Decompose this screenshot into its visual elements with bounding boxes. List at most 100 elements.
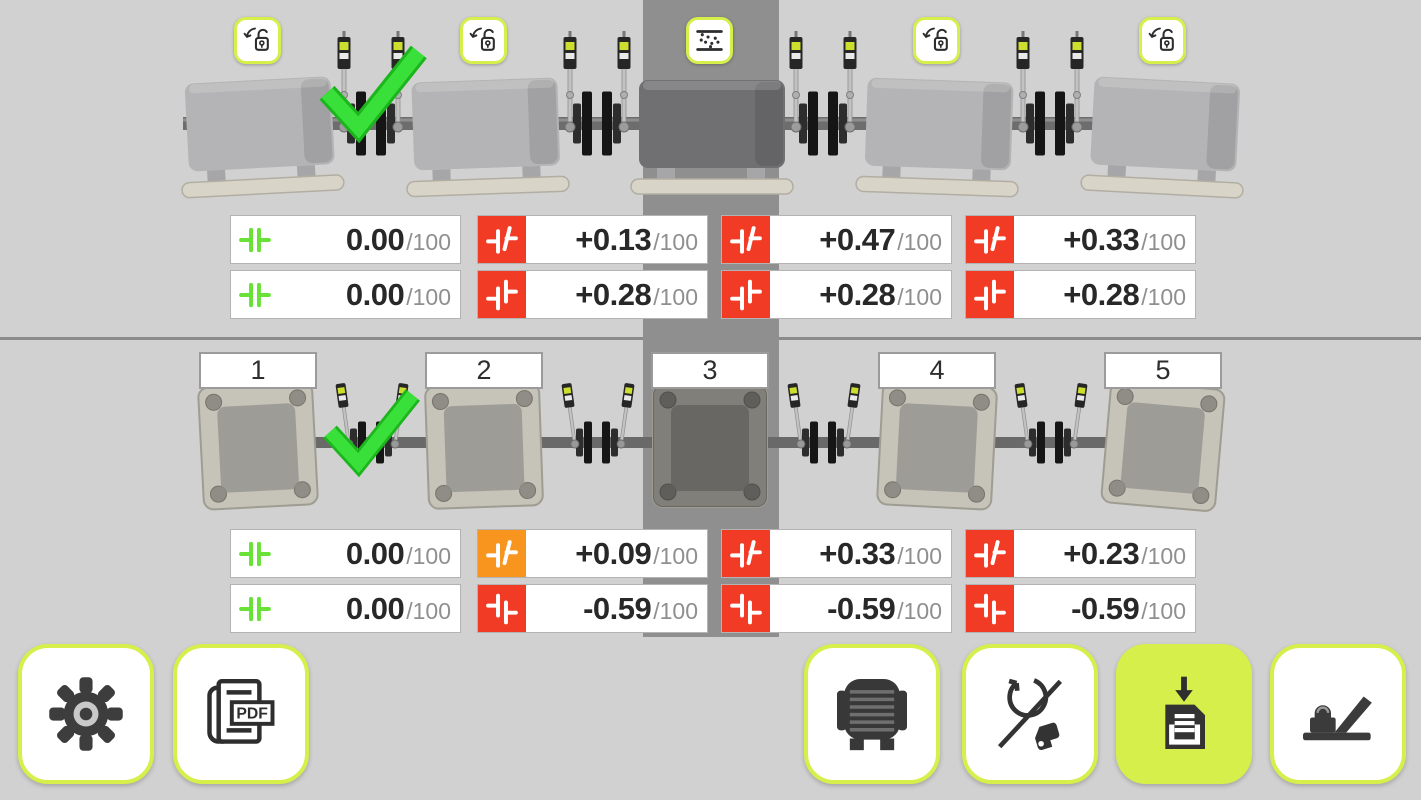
coupling-4-top (1013, 382, 1089, 464)
measurement-cell[interactable]: +0.33/100 (965, 215, 1196, 264)
measurement-value: -0.59 (827, 590, 896, 626)
coupling-angular-icon (722, 216, 770, 263)
measurement-unit: /100 (1141, 228, 1186, 255)
measurement-cell[interactable]: 0.00/100 (230, 270, 461, 319)
measurement-unit: /100 (653, 542, 698, 569)
measurement-cell[interactable]: -0.59/100 (477, 584, 708, 633)
machine-2-side[interactable] (402, 76, 570, 198)
coupling-offset-down-icon (966, 585, 1014, 632)
side-view-machine-train (175, 30, 1250, 200)
measurement-cell[interactable]: +0.28/100 (477, 270, 708, 319)
pdf-report-button[interactable]: PDF (173, 644, 309, 784)
measurement-points-icon (693, 24, 726, 57)
measurement-value: +0.09 (575, 535, 652, 571)
measurement-value: +0.47 (819, 221, 896, 257)
machine-5-side[interactable] (1080, 75, 1250, 200)
machine-number: 4 (929, 355, 945, 385)
machine-number: 1 (250, 355, 266, 385)
measurement-cell[interactable]: +0.47/100 (721, 215, 952, 264)
machine-label-5[interactable]: 5 (1104, 352, 1222, 389)
measurement-unit: /100 (897, 283, 942, 310)
measurement-cell[interactable]: 0.00/100 (230, 215, 461, 264)
rotate-measure-icon (997, 678, 1063, 750)
coupling-3-top (786, 382, 862, 464)
measurement-value: -0.59 (583, 590, 652, 626)
coupling-2-rotation-unlock-button[interactable] (460, 17, 507, 64)
coupling-angular-icon (478, 530, 526, 577)
machine-label-2[interactable]: 2 (425, 352, 543, 389)
save-icon (1165, 676, 1205, 749)
machine-1-top[interactable] (196, 381, 320, 511)
save-button[interactable] (1116, 644, 1252, 784)
measurement-cell[interactable]: +0.28/100 (965, 270, 1196, 319)
machine-3-top-selected[interactable] (652, 384, 768, 508)
measurement-cell[interactable]: +0.28/100 (721, 270, 952, 319)
machine-4-top[interactable] (875, 381, 999, 511)
measurement-unit: /100 (1141, 283, 1186, 310)
machine-4-side[interactable] (855, 76, 1023, 198)
measurement-cell[interactable]: +0.23/100 (965, 529, 1196, 578)
measurement-value: +0.28 (819, 276, 896, 312)
measurement-cell[interactable]: 0.00/100 (230, 529, 461, 578)
measurement-cell[interactable]: +0.33/100 (721, 529, 952, 578)
machine-label-1[interactable]: 1 (199, 352, 317, 389)
measurement-cell[interactable]: -0.59/100 (965, 584, 1196, 633)
machine-feet-button[interactable] (1270, 644, 1406, 784)
measurement-value: +0.13 (575, 221, 652, 257)
coupling-angular-icon (722, 530, 770, 577)
machine-number: 2 (476, 355, 492, 385)
measurement-value: 0.00 (345, 590, 405, 626)
machine-label-3[interactable]: 3 (651, 352, 769, 389)
measurement-value: +0.23 (1063, 535, 1140, 571)
measurement-value: -0.59 (1071, 590, 1140, 626)
gear-icon (49, 677, 123, 751)
rotation-unlock-icon (241, 24, 274, 57)
machine-number: 3 (702, 355, 718, 385)
machine-5-top[interactable] (1099, 379, 1227, 513)
motor-icon (837, 679, 907, 751)
coupling-4-rotation-unlock-button[interactable] (913, 17, 960, 64)
measurement-value: +0.33 (819, 535, 896, 571)
measurement-unit: /100 (653, 597, 698, 624)
coupling-aligned-icon (231, 271, 279, 318)
measurement-value: 0.00 (345, 221, 405, 257)
measurement-unit: /100 (653, 283, 698, 310)
svg-text:PDF: PDF (236, 706, 268, 723)
measurement-unit: /100 (897, 228, 942, 255)
measurement-unit: /100 (1141, 597, 1186, 624)
machine-2-top[interactable] (423, 382, 545, 510)
measurement-unit: /100 (897, 542, 942, 569)
rotation-unlock-icon (920, 24, 953, 57)
coupling-aligned-icon (231, 530, 279, 577)
rotation-unlock-icon (467, 24, 500, 57)
measurement-unit: /100 (406, 228, 451, 255)
coupling-1-rotation-unlock-button[interactable] (234, 17, 281, 64)
measurement-unit: /100 (897, 597, 942, 624)
settings-button[interactable] (18, 644, 154, 784)
coupling-angular-icon (966, 530, 1014, 577)
measurement-cell[interactable]: 0.00/100 (230, 584, 461, 633)
coupling-3-measurement-points-button[interactable] (686, 17, 733, 64)
coupling-offset-down-icon (478, 585, 526, 632)
coupling-offset-up-icon (478, 271, 526, 318)
measurement-value: 0.00 (345, 535, 405, 571)
machine-3-side-selected[interactable] (630, 79, 794, 195)
measurement-unit: /100 (1141, 542, 1186, 569)
coupling-angular-icon (478, 216, 526, 263)
machine-label-4[interactable]: 4 (878, 352, 996, 389)
coupling-aligned-icon (231, 585, 279, 632)
machine-1-side[interactable] (175, 74, 345, 199)
machine-properties-button[interactable] (804, 644, 940, 784)
measurement-cell[interactable]: -0.59/100 (721, 584, 952, 633)
remeasure-button[interactable] (962, 644, 1098, 784)
measurement-value: 0.00 (345, 276, 405, 312)
measurement-cell[interactable]: +0.13/100 (477, 215, 708, 264)
measurement-cell[interactable]: +0.09/100 (477, 529, 708, 578)
coupling-aligned-icon (231, 216, 279, 263)
coupling-5-rotation-unlock-button[interactable] (1139, 17, 1186, 64)
measurement-unit: /100 (406, 597, 451, 624)
coupling-angular-icon (966, 216, 1014, 263)
measurement-unit: /100 (406, 542, 451, 569)
coupling-offset-up-icon (966, 271, 1014, 318)
